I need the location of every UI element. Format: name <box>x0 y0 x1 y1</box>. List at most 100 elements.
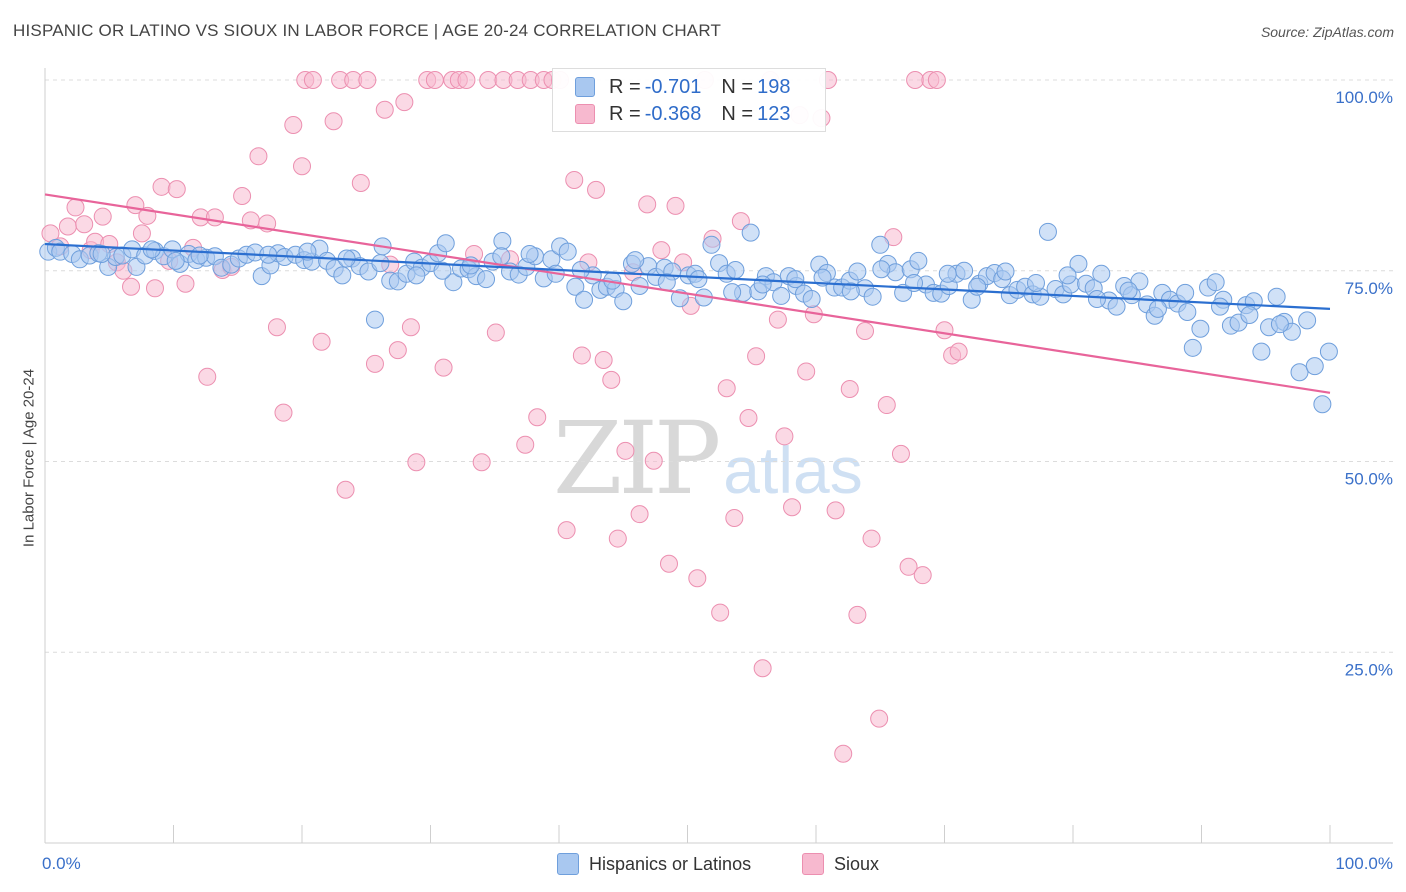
hispanic-point <box>558 242 577 261</box>
sioux-point <box>312 332 331 351</box>
hispanic-point <box>298 242 317 261</box>
y-tick-label: 25.0% <box>1345 660 1393 679</box>
hispanic-point <box>407 266 426 285</box>
sioux-point <box>336 480 355 499</box>
bottom-legend-sioux: Sioux <box>802 852 879 876</box>
sioux-point <box>783 498 802 517</box>
sioux-point <box>249 147 268 166</box>
source-label: Source: ZipAtlas.com <box>1260 24 1394 40</box>
sioux-point <box>856 322 875 341</box>
sioux-point <box>425 71 444 89</box>
bottom-legend-swatch-sioux <box>802 853 824 875</box>
sioux-point <box>747 347 766 366</box>
sioux-point <box>739 409 758 428</box>
sioux-point <box>233 186 252 205</box>
hispanic-point <box>996 262 1015 281</box>
hispanic-point <box>1176 283 1195 302</box>
hispanic-point <box>723 283 742 302</box>
sioux-point <box>75 215 94 234</box>
sioux-point <box>877 396 896 415</box>
hispanic-point <box>1069 254 1088 273</box>
hispanic-point <box>433 261 452 280</box>
hispanic-point <box>1148 299 1167 318</box>
hispanic-point <box>1270 315 1289 334</box>
sioux-point <box>407 453 426 472</box>
sioux-point <box>616 441 635 460</box>
sioux-point <box>145 279 164 298</box>
hispanic-point <box>477 270 496 289</box>
sioux-point <box>375 100 394 119</box>
sioux-point <box>797 362 816 381</box>
sioux-point <box>840 380 859 399</box>
legend-r-value-hispanic: -0.701 <box>644 75 702 98</box>
hispanic-point <box>955 261 974 280</box>
hispanic-point <box>1267 287 1286 306</box>
sioux-point <box>365 354 384 373</box>
sioux-point <box>388 341 407 360</box>
tick-labels: 25.0% 50.0% 75.0% 100.0% 0.0% 100.0% <box>42 88 1393 873</box>
sioux-point <box>587 180 606 199</box>
sioux-point <box>351 174 370 193</box>
y-tick-label: 100.0% <box>1335 88 1393 107</box>
hispanic-point <box>1313 395 1332 414</box>
legend-r-label: R = <box>609 102 641 125</box>
sioux-point <box>768 310 787 329</box>
hispanic-point <box>863 287 882 306</box>
sioux-points <box>41 71 968 763</box>
grid-lines <box>45 79 1393 653</box>
x-tick-label: 100.0% <box>1335 854 1393 873</box>
hispanic-points <box>39 222 1338 414</box>
chart-title: HISPANIC OR LATINO VS SIOUX IN LABOR FOR… <box>13 21 722 40</box>
sioux-point <box>66 198 85 217</box>
sioux-point <box>725 508 744 527</box>
x-tick-label: 0.0% <box>42 854 81 873</box>
sioux-point <box>358 71 377 89</box>
hispanic-point <box>1206 273 1225 292</box>
hispanic-point <box>436 234 455 253</box>
sioux-point <box>652 241 671 260</box>
sioux-point <box>58 217 77 236</box>
hispanic-point <box>802 289 821 308</box>
bottom-legend-label-hispanic: Hispanics or Latinos <box>589 853 752 874</box>
hispanic-trend-line <box>44 242 1331 310</box>
legend-row-hispanic: R = -0.701 N = 198 <box>575 74 790 100</box>
sioux-point <box>274 403 293 422</box>
hispanic-point <box>333 266 352 285</box>
sioux-point <box>630 505 649 524</box>
sioux-point <box>486 323 505 342</box>
sioux-point <box>198 367 217 386</box>
sioux-point <box>659 554 678 573</box>
hispanic-point <box>1107 297 1126 316</box>
sioux-point <box>284 116 303 135</box>
hispanic-point <box>371 254 390 273</box>
hispanic-point <box>871 235 890 254</box>
hispanic-point <box>689 270 708 289</box>
sioux-point <box>528 408 547 427</box>
legend-r-label: R = <box>609 75 641 98</box>
sioux-point <box>267 318 286 337</box>
hispanic-point <box>726 260 745 279</box>
hispanic-point <box>520 244 539 263</box>
legend-row-sioux: R = -0.368 N = 123 <box>575 101 790 127</box>
sioux-point <box>711 603 730 622</box>
hispanic-point <box>938 264 957 283</box>
bottom-legend-hispanic: Hispanics or Latinos <box>557 852 751 876</box>
hispanic-point <box>848 262 867 281</box>
trend-lines <box>44 193 1331 394</box>
sioux-point <box>834 744 853 763</box>
sioux-point <box>557 521 576 540</box>
sioux-point <box>638 195 657 214</box>
sioux-point <box>434 358 453 377</box>
sioux-point <box>899 557 918 576</box>
sioux-point <box>401 318 420 337</box>
sioux-point <box>167 180 186 199</box>
hispanic-point <box>92 244 111 263</box>
sioux-point <box>826 501 845 520</box>
sioux-point <box>870 709 889 728</box>
sioux-point <box>717 379 736 398</box>
hispanic-point <box>968 277 987 296</box>
sioux-point <box>602 370 621 389</box>
hispanic-point <box>492 247 511 266</box>
hispanic-point <box>493 231 512 250</box>
hispanic-point <box>813 268 832 287</box>
